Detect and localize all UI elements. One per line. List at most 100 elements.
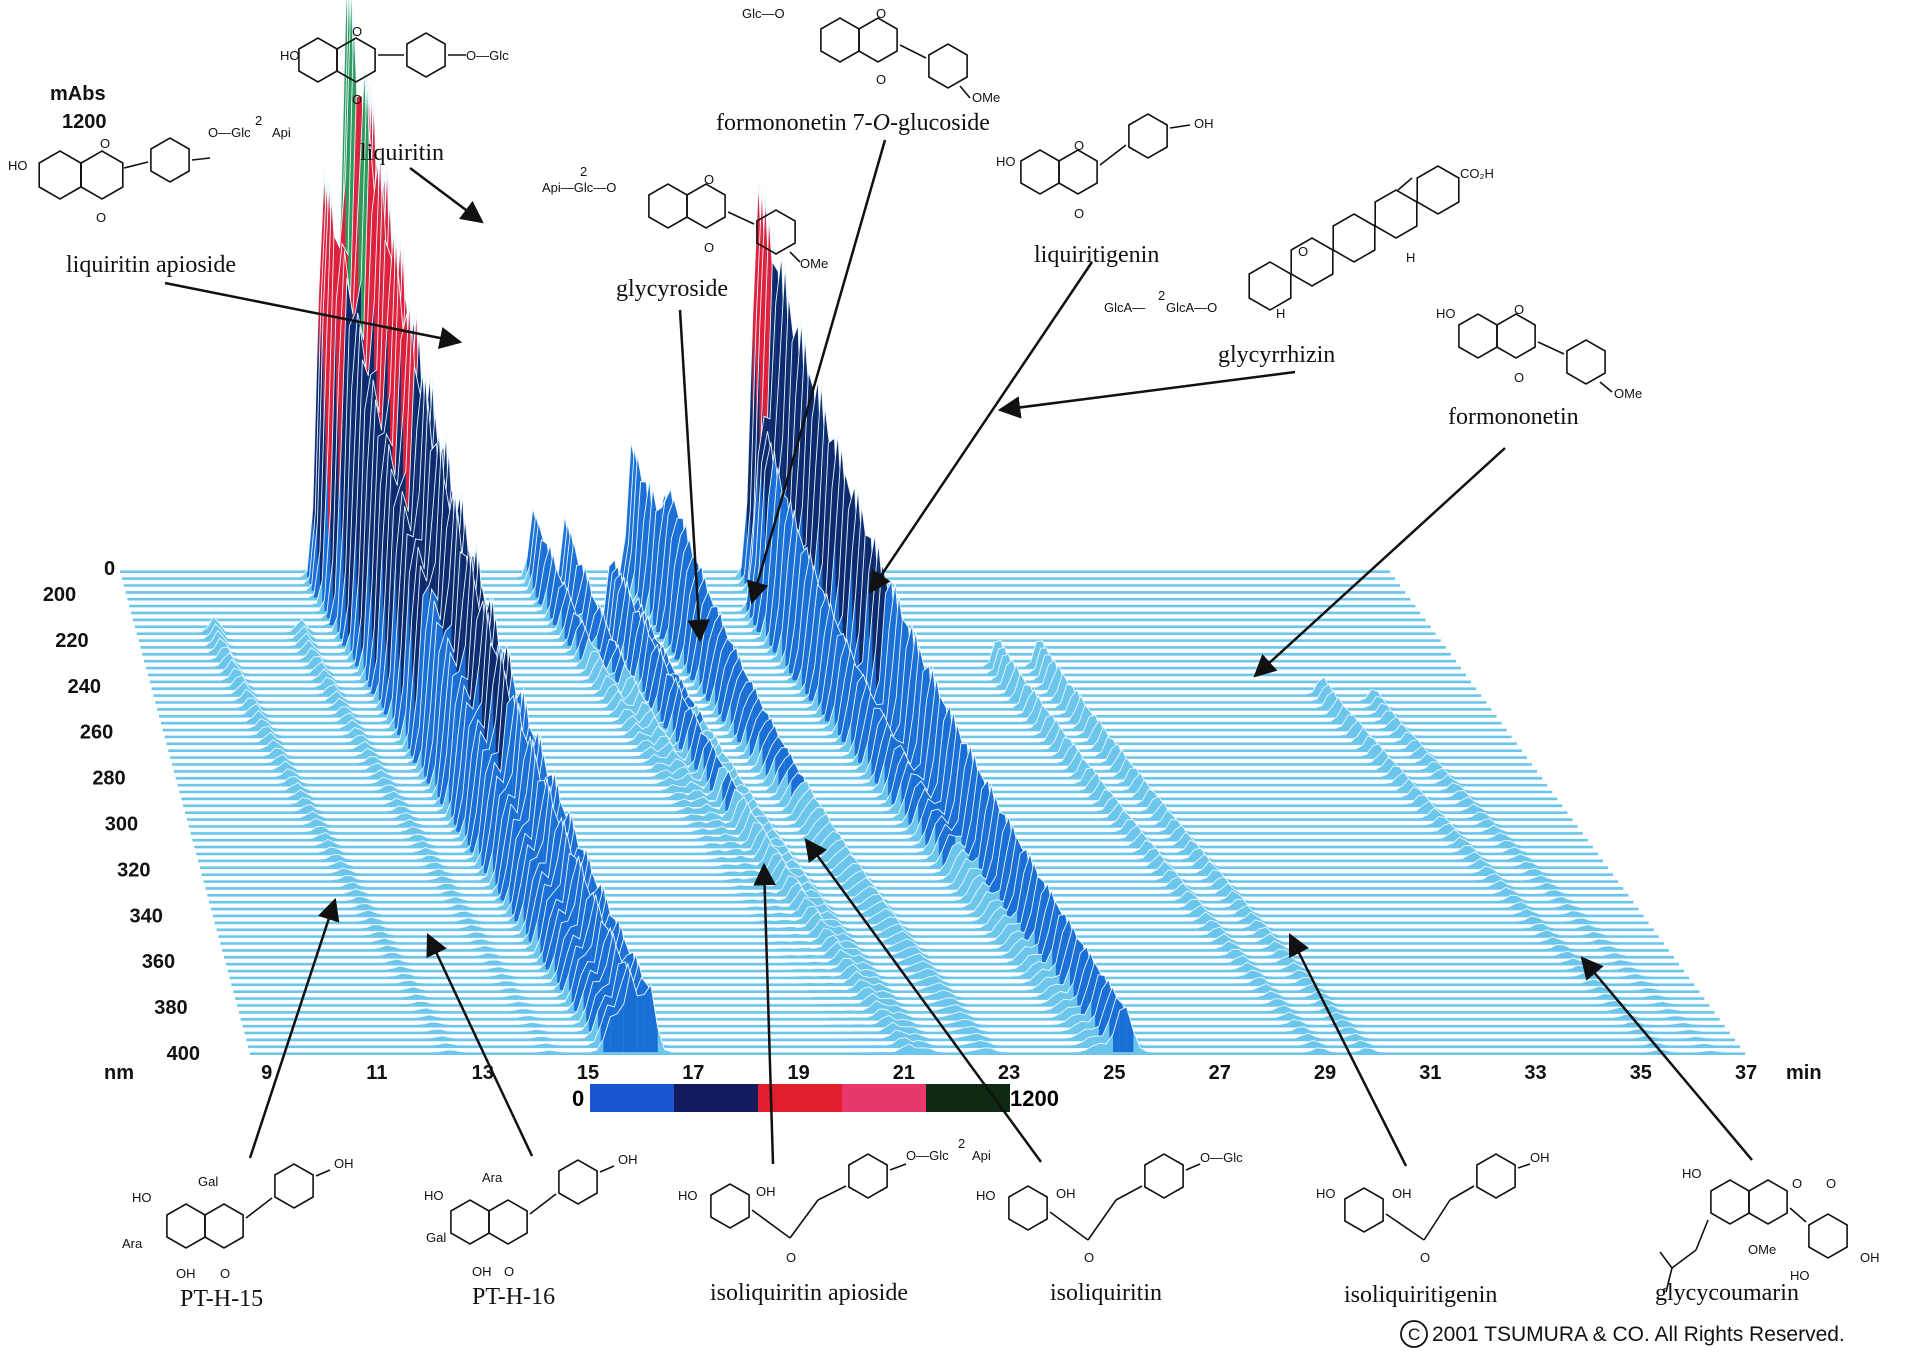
peak-segment	[668, 567, 675, 646]
ridge-line	[246, 961, 1735, 1039]
ridge-line	[129, 0, 1416, 605]
peak-segment	[644, 984, 651, 1052]
atom-label: HO	[1316, 1186, 1336, 1201]
substituent-label: OH	[1194, 116, 1214, 131]
atom-label: O	[876, 6, 886, 21]
ridge-line	[242, 932, 1725, 1025]
peak-segment	[925, 810, 932, 846]
structure-formononetin: HO O O OMe	[1436, 302, 1642, 401]
structure-isoliquiritigenin: HO OH O OH	[1316, 1150, 1550, 1265]
bond	[1423, 1199, 1451, 1241]
peak-segment	[818, 634, 825, 708]
label-formononetin: formononetin	[1448, 404, 1579, 430]
peak-segment	[627, 612, 634, 674]
peak-segment	[564, 598, 571, 639]
ring-bond	[710, 1183, 750, 1229]
ridge-line	[159, 365, 1497, 716]
atom-label: O	[100, 136, 110, 151]
bond	[1537, 341, 1565, 355]
copyright-notice: C 2001 TSUMURA & CO. All Rights Reserved…	[1400, 1320, 1845, 1348]
copyright-circle	[1400, 1320, 1428, 1348]
ring-bond	[204, 1203, 244, 1249]
atom-label: O	[704, 172, 714, 187]
sugar-label: Gal	[426, 1230, 446, 1245]
time-tick-label: 25	[1103, 1062, 1125, 1084]
ring-bond	[756, 209, 796, 255]
wavelength-axis-ticks: 200 220 240 260 280 300 320 340 360 380 400	[43, 584, 200, 1065]
structure-pt-h-15: Gal HO Ara OH O OH	[122, 1156, 354, 1281]
bond	[245, 1197, 273, 1219]
peak-segment	[574, 975, 581, 1011]
arrow-liquiritin-apioside	[164, 281, 463, 350]
wavelength-tick-label: 260	[80, 722, 113, 744]
time-unit-label: min	[1786, 1062, 1822, 1084]
ring-bond	[1128, 113, 1168, 159]
spectral-surface	[120, 0, 1745, 1055]
label-isoliquiritin: isoliquiritin	[1050, 1280, 1162, 1306]
atom-label: O	[1514, 370, 1524, 385]
peak-segment	[908, 787, 915, 825]
peak-segment	[630, 971, 638, 1052]
atom-label: HO	[996, 154, 1016, 169]
peak-segment	[559, 956, 567, 990]
colorscale-min: 0	[572, 1086, 584, 1111]
ridge-line	[136, 77, 1436, 633]
peak-segment	[694, 732, 701, 770]
label-pt-h-15: PT-H-15	[180, 1286, 263, 1312]
peak-segment	[718, 667, 725, 715]
bond	[789, 251, 801, 263]
structure-isoliquiritin-apioside: HO OH O O—Glc Api 2	[678, 1136, 991, 1265]
bond	[727, 211, 755, 225]
peak-segment	[610, 1013, 617, 1052]
bond	[889, 1163, 907, 1171]
bond	[1385, 1213, 1425, 1241]
atom-label: HO	[8, 158, 28, 173]
atom-label: OH	[756, 1184, 776, 1199]
peak-segment	[766, 538, 772, 639]
ridge-line	[183, 552, 1563, 805]
ring-bond	[1710, 1179, 1750, 1225]
arrow-isoliquiritin	[804, 838, 1043, 1163]
ridge-line	[237, 903, 1710, 1005]
ridge-line	[218, 804, 1659, 936]
bond	[123, 161, 149, 169]
colorscale-segment	[842, 1084, 926, 1112]
peak-segment	[725, 778, 732, 811]
atom-label: O	[1074, 206, 1084, 221]
arrow-glycyroside	[678, 309, 711, 643]
peak-segment	[542, 918, 550, 963]
atom-label: O	[1792, 1176, 1802, 1191]
bond	[1671, 1249, 1697, 1269]
arrow-formononetin-7-glucoside	[746, 139, 887, 605]
ridge-line	[175, 491, 1543, 778]
ridge-line	[188, 597, 1578, 826]
ridge-line	[222, 819, 1669, 950]
ring-bond	[1496, 313, 1536, 359]
ridge-line	[157, 318, 1492, 709]
substituent-label: OMe	[1748, 1242, 1776, 1257]
ring-bond	[1332, 213, 1376, 263]
ridge-line	[209, 738, 1634, 901]
sugar-label: Ara	[482, 1170, 503, 1185]
copyright-text: 2001 TSUMURA & CO. All Rights Reserved.	[1432, 1323, 1845, 1346]
atom-label: OH	[1860, 1250, 1880, 1265]
ridge-line	[155, 300, 1487, 702]
ring-bond	[1020, 149, 1060, 195]
ridge-line	[177, 512, 1548, 784]
ring-bond	[150, 137, 190, 183]
colorscale-max: 1200	[1010, 1086, 1059, 1111]
bond	[191, 157, 211, 161]
peak-segment	[854, 702, 861, 756]
ridge-line	[186, 600, 1573, 819]
bond	[789, 1199, 819, 1239]
bond	[751, 1209, 791, 1239]
peak-segment	[1126, 1007, 1134, 1052]
arrow-pt-h-15	[248, 897, 340, 1159]
arrow-isoliquiritigenin	[1288, 932, 1408, 1167]
link-position: 2	[958, 1136, 965, 1151]
atom-label: O	[504, 1264, 514, 1279]
atom-label: O	[1514, 302, 1524, 317]
time-tick-label: 9	[261, 1062, 272, 1084]
ring-bond	[80, 150, 124, 200]
ring-bond	[858, 17, 898, 63]
